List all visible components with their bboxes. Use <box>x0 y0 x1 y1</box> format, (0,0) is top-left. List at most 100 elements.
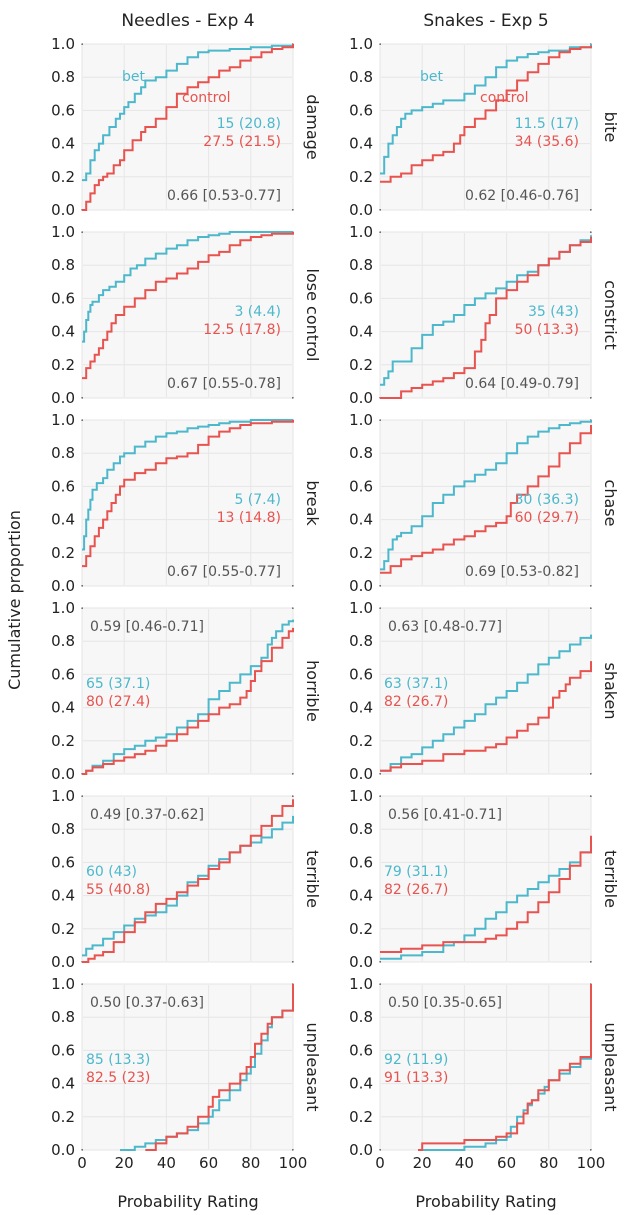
y-tick-label: 0.2 <box>51 732 75 750</box>
bet-series-line <box>82 44 294 182</box>
y-tick-label: 0.8 <box>51 820 75 838</box>
y-tick-label: 1.0 <box>51 599 75 617</box>
row-label: break <box>303 480 322 526</box>
control-summary: 82.5 (23) <box>86 1070 150 1086</box>
bet-summary: 35 (43) <box>528 304 579 320</box>
y-tick-label: 0.2 <box>349 356 373 374</box>
y-tick-label: 0.8 <box>349 444 373 462</box>
x-tick-label: 20 <box>413 1154 432 1172</box>
y-tick-label: 0.6 <box>349 665 373 683</box>
y-tick-label: 0.6 <box>349 853 373 871</box>
y-tick-label: 0.6 <box>51 289 75 307</box>
y-tick-label: 1.0 <box>51 223 75 241</box>
panel-shaken-snakes: 0.0 0.2 0.4 0.6 0.8 1.0 shaken 0.63 [0.48-0.77]… <box>349 599 620 783</box>
stat-summary: 0.56 [0.41-0.71] <box>388 807 502 823</box>
panel-terrible-needles: 0.0 0.2 0.4 0.6 0.8 1.0 terrible 0.49 [0.37-0.6… <box>51 787 322 971</box>
control-summary: 82 (26.7) <box>384 882 448 898</box>
y-tick-label: 0.0 <box>349 765 373 783</box>
stat-summary: 0.49 [0.37-0.62] <box>90 807 204 823</box>
control-series-line <box>82 44 294 211</box>
y-axis-label: Cumulative proportion <box>5 510 24 690</box>
y-tick-label: 0.2 <box>51 356 75 374</box>
control-summary: 91 (13.3) <box>384 1070 448 1086</box>
y-tick-label: 0.4 <box>51 887 75 905</box>
y-tick-label: 0.6 <box>51 1041 75 1059</box>
control-series-line <box>82 627 294 775</box>
bet-series-line <box>120 1005 294 1151</box>
x-tick-label: 20 <box>115 1154 134 1172</box>
y-tick-label: 0.8 <box>349 256 373 274</box>
panel-background <box>81 419 294 587</box>
row-label: damage <box>303 94 322 159</box>
control-series-line <box>380 237 592 399</box>
control-series-line <box>82 420 294 568</box>
bet-summary: 3 (4.4) <box>234 304 281 320</box>
legend-bet: bet <box>122 69 146 85</box>
y-tick-label: 1.0 <box>349 35 373 53</box>
x-tick-label: 80 <box>539 1154 558 1172</box>
row-label: bite <box>601 112 620 143</box>
panel-background <box>81 43 294 211</box>
y-tick-label: 1.0 <box>51 411 75 429</box>
bet-summary: 79 (31.1) <box>384 864 448 880</box>
y-tick-label: 0.8 <box>51 256 75 274</box>
row-label: horrible <box>303 660 322 722</box>
row-label: unpleasant <box>601 1022 620 1111</box>
x-tick-label: 40 <box>455 1154 474 1172</box>
stat-summary: 0.59 [0.46-0.71] <box>90 619 204 635</box>
control-series-line <box>380 835 592 953</box>
bet-series-line <box>82 815 294 957</box>
x-tick-label: 80 <box>241 1154 260 1172</box>
control-summary: 80 (27.4) <box>86 694 150 710</box>
x-tick-label: 100 <box>279 1154 308 1172</box>
stat-summary: 0.67 [0.55-0.78] <box>167 376 281 392</box>
legend-bet: bet <box>420 69 444 85</box>
column-title-snakes: Snakes - Exp 5 <box>423 11 548 31</box>
panel-unpleasant-snakes: 0.0 0.2 0.4 0.6 0.8 1.0 0 20 40 60 80 100 unpleasant… <box>349 975 620 1172</box>
y-tick-label: 0.4 <box>51 1075 75 1093</box>
y-tick-label: 0.4 <box>51 511 75 529</box>
bet-summary: 63 (37.1) <box>384 676 448 692</box>
y-tick-label: 0.4 <box>349 135 373 153</box>
y-tick-label: 1.0 <box>349 975 373 993</box>
bet-summary: 30 (36.3) <box>515 492 579 508</box>
bet-summary: 5 (7.4) <box>234 492 281 508</box>
row-label: lose control <box>303 269 322 362</box>
y-tick-label: 0.6 <box>349 289 373 307</box>
y-tick-label: 0.4 <box>349 323 373 341</box>
x-tick-label: 60 <box>497 1154 516 1172</box>
y-tick-label: 0.6 <box>349 101 373 119</box>
panel-horrible-needles: 0.0 0.2 0.4 0.6 0.8 1.0 horrible 0.59 [0.46-0.7… <box>51 599 322 783</box>
y-tick-label: 0.0 <box>349 1141 373 1159</box>
y-tick-label: 0.4 <box>349 1075 373 1093</box>
y-tick-label: 0.8 <box>349 632 373 650</box>
y-tick-label: 0.2 <box>51 1108 75 1126</box>
control-series-line <box>418 984 592 1151</box>
bet-summary: 60 (43) <box>86 864 137 880</box>
y-tick-label: 0.2 <box>349 920 373 938</box>
control-series-line <box>145 984 294 1151</box>
y-tick-label: 0.0 <box>51 953 75 971</box>
control-series-line <box>380 425 592 574</box>
y-tick-label: 0.8 <box>349 820 373 838</box>
stat-summary: 0.64 [0.49-0.79] <box>465 376 579 392</box>
control-summary: 12.5 (17.8) <box>203 322 281 338</box>
control-summary: 34 (35.6) <box>515 134 579 150</box>
stat-summary: 0.50 [0.37-0.63] <box>90 995 204 1011</box>
control-series-line <box>380 661 592 772</box>
panel-bite-snakes: 0.0 0.2 0.4 0.6 0.8 1.0 bite bet control 11.5 (17… <box>349 35 620 219</box>
y-tick-label: 0.8 <box>51 632 75 650</box>
y-tick-label: 1.0 <box>51 35 75 53</box>
row-label: unpleasant <box>303 1022 322 1111</box>
y-tick-label: 0.4 <box>349 511 373 529</box>
y-tick-label: 0.8 <box>51 444 75 462</box>
stat-summary: 0.67 [0.55-0.77] <box>167 564 281 580</box>
panel-damage-needles: 0.0 0.2 0.4 0.6 0.8 1.0 damage bet control 15 (20… <box>51 35 322 219</box>
x-tick-label: 60 <box>199 1154 218 1172</box>
bet-summary: 92 (11.9) <box>384 1052 448 1068</box>
x-axis-label-right: Probability Rating <box>415 1192 556 1211</box>
row-label: constrict <box>601 280 620 349</box>
row-label: terrible <box>601 850 620 908</box>
control-series-line <box>82 799 294 963</box>
